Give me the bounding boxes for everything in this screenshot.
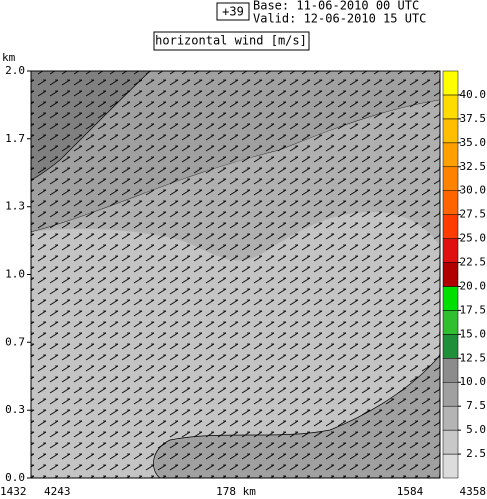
colorbar-bin xyxy=(442,429,459,455)
contour-field xyxy=(31,71,440,478)
colorbar-bin xyxy=(442,310,459,335)
y-tick-label: 1.0 xyxy=(5,268,25,281)
y-axis-label: km xyxy=(2,51,16,64)
colorbar-tick-label: 2.5 xyxy=(466,447,486,460)
colorbar-bin xyxy=(442,70,459,96)
colorbar-tick-label: 30.0 xyxy=(460,184,487,197)
colorbar-tick-label: 5.0 xyxy=(466,423,486,436)
colorbar-bin xyxy=(442,190,459,215)
forecast-step: +39 xyxy=(222,5,244,19)
colorbar-bin xyxy=(442,238,459,263)
colorbar-tick-label: 22.5 xyxy=(460,256,487,269)
y-tick-label: 1.3 xyxy=(5,200,25,213)
colorbar-tick-label: 40.0 xyxy=(460,88,487,101)
x-label: 4358 xyxy=(460,485,487,498)
chart-title: horizontal wind [m/s] xyxy=(155,34,307,48)
y-tick-label: 0.3 xyxy=(5,403,25,416)
colorbar-bin xyxy=(442,118,459,144)
colorbar-bin xyxy=(442,262,459,287)
base-time: Base: 11-06-2010 00 UTC xyxy=(253,0,419,13)
x-label: 178 km xyxy=(216,485,256,498)
colorbar-tick-label: 20.0 xyxy=(460,279,487,292)
colorbar-bin xyxy=(442,94,459,120)
colorbar-tick-label: 27.5 xyxy=(460,208,487,221)
colorbar-bin xyxy=(442,142,459,168)
colorbar: 2.5 5.0 7.5 10.0 12.5 15.0 17.5 20.0 22.5 25.0 27.… xyxy=(442,70,487,479)
title-box xyxy=(153,31,310,51)
y-tick-label: 0.0 xyxy=(5,471,25,484)
wind-arrows xyxy=(31,71,440,478)
colorbar-tick-label: 35.0 xyxy=(460,136,487,149)
colorbar-bin xyxy=(442,453,459,479)
y-tick-label: 1.7 xyxy=(5,132,25,145)
x-label: 4243 xyxy=(44,485,71,498)
colorbar-tick-label: 7.5 xyxy=(466,399,486,412)
x-label: 1432 xyxy=(0,485,27,498)
colorbar-bin xyxy=(442,166,459,191)
colorbar-bin xyxy=(442,358,459,383)
valid-time: Valid: 12-06-2010 15 UTC xyxy=(253,12,426,26)
colorbar-bin xyxy=(442,286,459,311)
colorbar-tick-label: 25.0 xyxy=(460,232,487,245)
x-label: 1584 xyxy=(397,485,424,498)
colorbar-bin xyxy=(442,381,459,407)
colorbar-bin xyxy=(442,334,459,359)
colorbar-bin xyxy=(442,405,459,431)
colorbar-tick-label: 37.5 xyxy=(460,112,487,125)
colorbar-bin xyxy=(442,214,459,239)
y-tick-label: 0.7 xyxy=(5,335,25,348)
colorbar-tick-label: 15.0 xyxy=(460,327,487,340)
step-box xyxy=(216,2,250,21)
colorbar-tick-label: 10.0 xyxy=(460,375,487,388)
y-tick-label: 2.0 xyxy=(5,64,25,77)
colorbar-tick-label: 17.5 xyxy=(460,303,487,316)
colorbar-tick-label: 32.5 xyxy=(460,160,487,173)
colorbar-tick-label: 12.5 xyxy=(460,351,487,364)
